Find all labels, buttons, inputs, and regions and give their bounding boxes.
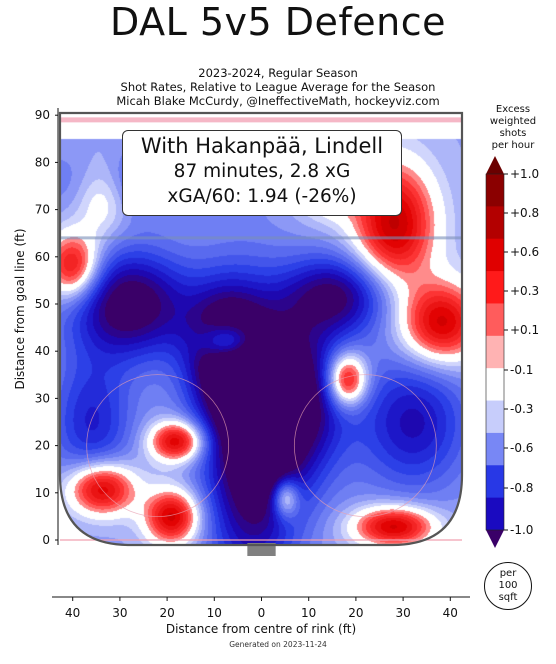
colorbar-tick-label: +0.6 [510, 245, 539, 259]
colorbar-title-line: Excess [495, 104, 531, 115]
info-xga: xGA/60: 1.94 (-26%) [167, 186, 357, 207]
y-tick-label: 60 [35, 250, 50, 264]
colorbar-tick-label: -1.0 [510, 523, 533, 537]
faceoff-circle-right [293, 374, 437, 518]
rink-boards [58, 111, 464, 547]
colorbar-title-line: per hour [491, 140, 535, 151]
x-tick-label: 40 [65, 606, 80, 620]
colorbar-band [486, 465, 504, 499]
x-tick-label: 30 [395, 606, 410, 620]
y-axis-label: Distance from goal line (ft) [13, 228, 27, 389]
colorbar-band [486, 432, 504, 466]
colorbar-band [486, 271, 504, 304]
y-tick-label: 10 [35, 486, 50, 500]
unit-line: 100 [498, 580, 518, 591]
info-minutes: 87 minutes, 2.8 xG [173, 161, 351, 182]
x-tick-label: 20 [348, 606, 363, 620]
subtitle-author: Micah Blake McCurdy, @IneffectiveMath, h… [116, 94, 440, 108]
x-tick-label: 10 [301, 606, 316, 620]
colorbar-top-arrow [486, 156, 504, 174]
colorbar-tick-label: -0.6 [510, 441, 533, 455]
y-tick-label: 90 [35, 108, 50, 122]
y-tick-label: 20 [35, 439, 50, 453]
colorbar-tick-label: -0.1 [510, 363, 533, 377]
colorbar-band [486, 335, 504, 369]
x-tick-label: 40 [443, 606, 458, 620]
axes: 40 30 20 10 0 10 20 30 40 Distance from centre of… [13, 108, 470, 636]
subtitle-description: Shot Rates, Relative to League Average f… [120, 80, 436, 94]
colorbar: +1.0 +0.8 +0.6 +0.3 +0.1 -0.1 -0.3 -0.6 -0.8 -1.0 [485, 156, 539, 548]
colorbar-band [486, 368, 504, 402]
x-tick-label: 10 [207, 606, 222, 620]
y-tick-label: 30 [35, 391, 50, 405]
footer-generated: Generated on 2023-11-24 [229, 640, 327, 649]
y-tick-label: 40 [35, 344, 50, 358]
y-tick-label: 70 [35, 203, 50, 217]
y-tick-label: 80 [35, 155, 50, 169]
colorbar-band [486, 174, 504, 207]
goal-net [247, 543, 276, 556]
info-pairing: With Hakanpää, Lindell [140, 134, 384, 158]
subtitle-season: 2023-2024, Regular Season [198, 66, 358, 80]
faceoff-circle-left [86, 374, 230, 518]
colorbar-tick-label: +0.1 [510, 323, 539, 337]
colorbar-frame [485, 173, 505, 531]
x-tick-label: 30 [112, 606, 127, 620]
colorbar-tick-label: +1.0 [510, 167, 539, 181]
x-tick-label: 20 [159, 606, 174, 620]
colorbar-tick-label: +0.3 [510, 284, 539, 298]
unit-badge: per 100 sqft [484, 562, 532, 610]
chart-title: DAL 5v5 Defence [109, 0, 446, 44]
rink-markings [58, 111, 464, 556]
colorbar-band [486, 497, 504, 531]
x-axis-label: Distance from centre of rink (ft) [166, 622, 356, 636]
colorbar-title: Excess weighted shots per hour [478, 104, 548, 152]
colorbar-tick-label: +0.8 [510, 206, 539, 220]
x-tick-label: 0 [258, 606, 266, 620]
colorbar-band [486, 400, 504, 434]
colorbar-band [486, 206, 504, 240]
unit-line: per [499, 568, 517, 579]
info-box: With Hakanpää, Lindell 87 minutes, 2.8 x… [122, 130, 402, 216]
colorbar-tick-label: -0.8 [510, 481, 533, 495]
colorbar-bottom-arrow [486, 530, 504, 548]
y-tick-label: 50 [35, 297, 50, 311]
y-tick-label: 0 [42, 533, 50, 547]
unit-line: sqft [498, 592, 518, 603]
colorbar-tick-label: -0.3 [510, 402, 533, 416]
colorbar-band [486, 238, 504, 272]
colorbar-title-line: weighted shots [489, 116, 537, 139]
colorbar-band [486, 303, 504, 337]
